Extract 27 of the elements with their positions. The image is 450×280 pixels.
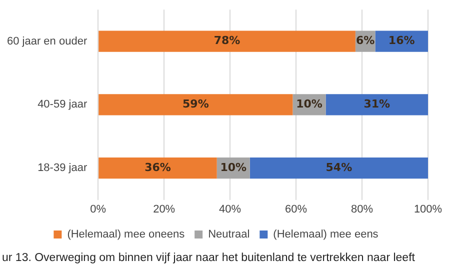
data-label: 36%	[144, 160, 171, 174]
y-tick-label: 40-59 jaar	[38, 98, 88, 111]
y-tick-label: 60 jaar en ouder	[6, 35, 88, 48]
legend-label: (Helemaal) mee eens	[273, 228, 379, 241]
x-tick-label: 40%	[219, 203, 242, 216]
data-label: 16%	[388, 34, 415, 48]
bar	[98, 30, 356, 52]
bar	[98, 94, 293, 116]
legend-label: (Helemaal) mee oneens	[67, 228, 186, 241]
x-tick-label: 0%	[90, 203, 106, 216]
x-tick-label: 100%	[414, 203, 442, 216]
data-label: 6%	[356, 34, 375, 48]
legend-label: Neutraal	[208, 228, 250, 241]
data-label: 31%	[364, 98, 390, 111]
data-label: 78%	[214, 34, 240, 48]
bar	[98, 158, 217, 179]
data-label: 54%	[326, 160, 352, 174]
x-tick-label: 60%	[285, 203, 308, 216]
text: ur 13. Overweging om binnen vijf jaar naar het buitenland te vertrekken naar leeft	[2, 252, 416, 264]
data-label: 10%	[296, 98, 322, 111]
bar	[326, 94, 428, 116]
data-label: 10%	[220, 160, 247, 174]
y-tick-label: 18-39 jaar	[38, 162, 88, 174]
data-label: 59%	[182, 98, 209, 111]
x-tick-label: 20%	[153, 203, 176, 216]
bar	[250, 158, 428, 179]
x-tick-label: 80%	[351, 203, 374, 216]
